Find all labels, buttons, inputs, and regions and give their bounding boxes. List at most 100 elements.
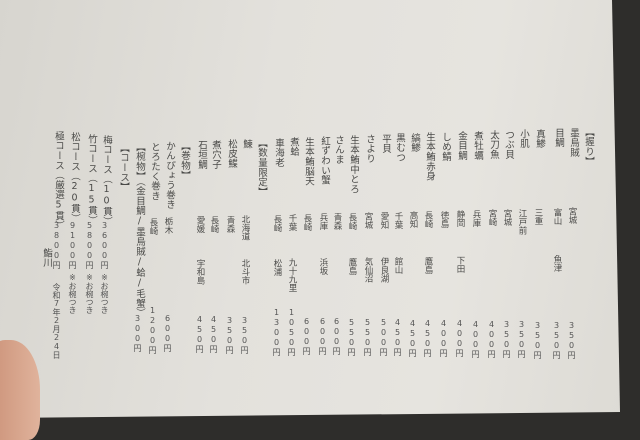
item-origin: 兵庫 [471,209,481,227]
item-origin: 長崎 [423,210,433,228]
menu-paper [0,0,620,418]
item-origin: 江戸前 [517,208,527,235]
item-origin: 青森 [332,213,342,231]
item-sub-origin: 北斗市 [240,258,250,285]
item-price: 400円 [471,319,480,359]
item-name: 金目鯛 [456,131,467,161]
menu-item: 生本鮪中とろ 長崎 鷹島 550円 [346,0,359,425]
menu-item: 煮穴子長崎 450円 [208,0,221,425]
section-heading: 【握り】 [583,127,594,167]
item-sub-origin: 鷹島 [347,257,357,275]
item-name: 【椀物】（金目鯛/墨烏賊/蛤/毛蟹） [134,142,145,319]
item-origin: 愛知 [379,211,389,229]
menu-item: 真鯵 三重 350円 [532,0,545,425]
menu-item: 竹コース（15貫） 5800円 ※お椀つき [84,0,97,425]
item-origin: 長崎 [272,214,282,232]
item-name: 縞鯵 [409,132,420,153]
menu-item: 石垣鯛 愛媛 宇和島 450円 [194,0,207,425]
section-heading-column: 【巻物】 [177,0,190,425]
item-price: 450円 [209,315,218,355]
item-sub-origin: 下田 [455,256,465,274]
course-price: 9100円 [68,221,77,270]
course-name: 極コース（厳選5貫） [53,131,64,231]
item-sub-origin: 鷹島 [423,256,433,274]
item-origin: 静岡 [455,210,465,228]
item-origin: 青森 [225,215,235,233]
item-name: つぶ貝 [503,129,514,160]
item-sub-origin: 気仙沼 [363,257,373,283]
menu-item: 平貝 愛知 伊良湖 500円 [378,0,391,425]
section-heading: 【コース】 [118,142,129,192]
item-sub-origin: 館山 [393,257,403,275]
menu-item: さより宮城気仙沼 550円 [362,0,375,425]
item-origin: 長崎 [347,212,357,230]
item-name: さんま [333,135,344,165]
section-heading-column: 【コース】 [116,0,129,425]
menu-item: 梅コース（10貫） 3600円 ※お椀つき [99,0,112,425]
item-origin: 宮崎 [487,209,497,227]
item-price: 350円 [225,315,234,355]
item-name: 平貝 [380,133,391,154]
course-price: 3800円 [52,221,61,270]
section-heading: 【数量限定】 [256,138,267,197]
item-name: 小肌 [518,129,529,149]
menu-item: 黒むつ 千葉 館山 450円 [392,0,405,425]
menu-item: 金目鯛 静岡 下田 400円 [454,0,467,425]
item-name: 太刀魚 [488,130,499,160]
item-name: 煮穴子 [210,139,221,170]
item-name: 車海老 [273,137,284,167]
course-price: 5800円 [85,221,94,270]
menu-item: 煮蛤 千葉 九十九里 1050円 [286,0,299,425]
item-name: 真鯵 [534,128,545,149]
menu-item: 松皮鰈 青森 350円 [224,0,237,425]
item-origin: 富山 [552,207,562,225]
item-origin: 栃木 [163,217,173,235]
item-name: 生本鮪赤身 [424,132,435,182]
item-price: 450円 [423,318,432,358]
item-price: 500円 [379,318,388,358]
item-name: 煮牡蠣 [472,130,483,161]
menu-item: さんま 青森 600円 [331,0,344,425]
item-name: 生本鮪中とろ [348,134,359,194]
item-origin: 千葉 [287,214,297,232]
item-origin: 宮城 [363,212,373,230]
menu-item: 縞鯵 高知 450円 [407,0,420,425]
item-price: 600円 [302,316,311,356]
course-price: 3600円 [100,221,109,270]
item-price: 550円 [363,317,372,357]
item-price: 1200円 [148,305,157,355]
item-origin: 北海道 [240,215,250,241]
item-origin: 長崎 [148,217,158,235]
item-price: 400円 [487,319,496,359]
course-name: 松コース（20貫） [69,132,80,224]
item-name: 煮蛤 [288,137,299,157]
item-price: 350円 [240,315,249,355]
item-name: 墨烏賊 [568,127,579,157]
menu-item: 墨烏賊宮城 350円 [566,0,579,425]
item-origin: 宮城 [502,208,512,226]
menu-item: 紅ずわい蟹 兵庫 浜坂 600円 [317,0,330,425]
item-sub-origin: 宇和島 [195,259,205,285]
item-origin: 長崎 [302,213,312,231]
menu-item: しめ鯖 徳島 400円 [438,0,451,425]
menu-item: 生本鮪赤身長崎鷹島 450円 [422,0,435,425]
item-name: かんぴょう巻き [164,141,175,210]
item-origin: 長崎 [209,216,219,234]
item-price: 1300円 [272,307,281,357]
course-note: ※お椀つき [68,273,77,314]
menu-item: 鮨川 [39,0,52,425]
item-name: さより [364,134,375,164]
date: 令和7年2月24日 [52,283,61,359]
item-name: 石垣鯛 [196,140,207,170]
menu-item: とろたく巻き 長崎 1200円 [147,0,160,425]
item-price: 350円 [517,320,526,360]
item-origin: 高知 [408,211,418,229]
menu-item: 目鯛 富山 魚津 350円 [551,0,564,425]
shop-signature: 鮨川 [41,248,52,268]
item-price: 350円 [567,321,576,361]
course-note: ※お椀つき [100,273,109,314]
menu-item: 生本鮪脳天 長崎 600円 [301,0,314,425]
menu-item: 煮牡蠣兵庫 400円 [470,0,483,425]
item-origin: 宮城 [567,207,577,225]
menu-item: つぶ貝 宮城 350円 [501,0,514,425]
